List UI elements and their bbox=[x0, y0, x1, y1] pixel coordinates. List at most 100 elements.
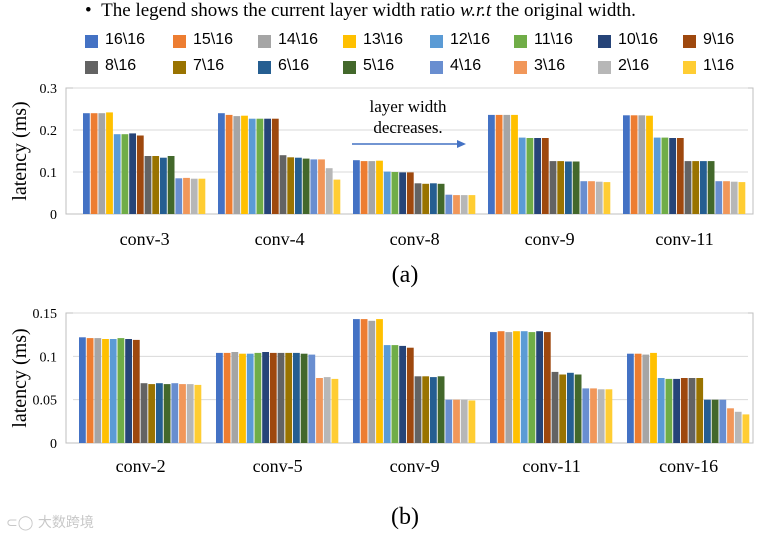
bar bbox=[595, 181, 603, 214]
bar bbox=[680, 378, 688, 443]
bar bbox=[136, 135, 144, 214]
legend-swatch bbox=[258, 35, 271, 48]
bar bbox=[325, 168, 333, 214]
legend-label: 8\16 bbox=[105, 57, 137, 74]
bar bbox=[661, 137, 669, 214]
bar bbox=[102, 339, 109, 443]
bar bbox=[460, 195, 468, 214]
legend-label: 12\16 bbox=[450, 31, 491, 48]
bar bbox=[567, 372, 574, 443]
annotation-arrowhead bbox=[457, 140, 466, 148]
bar bbox=[333, 179, 341, 214]
bar bbox=[376, 319, 383, 443]
bar bbox=[406, 172, 414, 214]
bar bbox=[323, 377, 331, 443]
y-tick-label: 0.3 bbox=[40, 82, 58, 97]
bar bbox=[246, 353, 254, 443]
category-label: conv-2 bbox=[116, 456, 166, 476]
legend-swatch bbox=[343, 61, 356, 74]
bar bbox=[684, 161, 692, 214]
bar bbox=[86, 338, 94, 443]
bar bbox=[692, 161, 700, 214]
bar bbox=[580, 181, 588, 214]
bar bbox=[541, 138, 549, 214]
bar bbox=[279, 155, 287, 214]
legend-swatch bbox=[683, 35, 696, 48]
bar bbox=[171, 383, 179, 443]
bar bbox=[653, 137, 661, 214]
bar bbox=[526, 138, 534, 214]
bar bbox=[513, 331, 520, 443]
bar bbox=[129, 133, 136, 214]
legend-swatch bbox=[85, 35, 98, 48]
bar bbox=[218, 113, 225, 214]
bar bbox=[414, 376, 422, 443]
bar bbox=[399, 172, 406, 214]
note-suffix: the original width. bbox=[496, 0, 636, 21]
bar bbox=[565, 161, 572, 214]
y-tick-label: 0.05 bbox=[33, 394, 58, 409]
category-label: conv-11 bbox=[522, 456, 580, 476]
bar bbox=[198, 178, 206, 214]
bar bbox=[383, 171, 391, 214]
y-tick-label: 0.15 bbox=[33, 307, 58, 322]
bar bbox=[657, 378, 665, 443]
bar bbox=[638, 115, 646, 214]
legend-swatch bbox=[173, 61, 186, 74]
bar bbox=[360, 319, 368, 443]
bar bbox=[468, 195, 476, 214]
legend-label: 6\16 bbox=[278, 57, 310, 74]
panel-label: (a) bbox=[392, 262, 419, 288]
bar bbox=[727, 408, 734, 443]
bar bbox=[503, 114, 511, 214]
bar bbox=[293, 352, 300, 443]
bar bbox=[650, 352, 657, 443]
legend-label: 16\16 bbox=[105, 31, 146, 48]
bar bbox=[688, 378, 696, 443]
bar bbox=[460, 399, 468, 443]
bar bbox=[582, 388, 590, 443]
panel-label: (b) bbox=[391, 504, 419, 530]
legend-swatch bbox=[683, 61, 696, 74]
bar bbox=[520, 331, 528, 443]
bar bbox=[262, 352, 269, 443]
bar bbox=[121, 134, 129, 214]
note-prefix: The legend shows the current layer width… bbox=[101, 0, 456, 21]
legend-label: 5\16 bbox=[363, 57, 395, 74]
bar bbox=[152, 156, 160, 214]
bar bbox=[707, 161, 715, 214]
bar bbox=[646, 115, 653, 214]
bar bbox=[295, 157, 302, 214]
legend-label: 3\16 bbox=[534, 57, 566, 74]
bar bbox=[490, 332, 497, 443]
bar bbox=[623, 115, 630, 214]
legend-swatch bbox=[514, 35, 527, 48]
legend-swatch bbox=[258, 61, 271, 74]
legend-label: 10\16 bbox=[618, 31, 659, 48]
category-label: conv-16 bbox=[659, 456, 718, 476]
bar bbox=[534, 138, 541, 214]
bar bbox=[627, 353, 634, 443]
bar bbox=[590, 388, 597, 443]
legend-swatch bbox=[85, 61, 98, 74]
legend-swatch bbox=[514, 61, 527, 74]
bar bbox=[730, 181, 738, 214]
bar bbox=[144, 156, 152, 214]
y-tick-label: 0 bbox=[50, 208, 57, 223]
bar bbox=[383, 345, 391, 443]
bar bbox=[223, 352, 231, 443]
bar bbox=[109, 339, 117, 443]
bar bbox=[125, 339, 132, 443]
bar bbox=[233, 116, 241, 214]
bar bbox=[302, 158, 310, 214]
legend-label: 1\16 bbox=[703, 57, 735, 74]
bar bbox=[167, 156, 175, 214]
y-tick-label: 0 bbox=[50, 437, 57, 452]
legend-label: 2\16 bbox=[618, 57, 650, 74]
category-label: conv-9 bbox=[525, 229, 575, 249]
bar bbox=[368, 161, 376, 214]
bar bbox=[353, 160, 360, 214]
legend-label: 15\16 bbox=[193, 31, 234, 48]
